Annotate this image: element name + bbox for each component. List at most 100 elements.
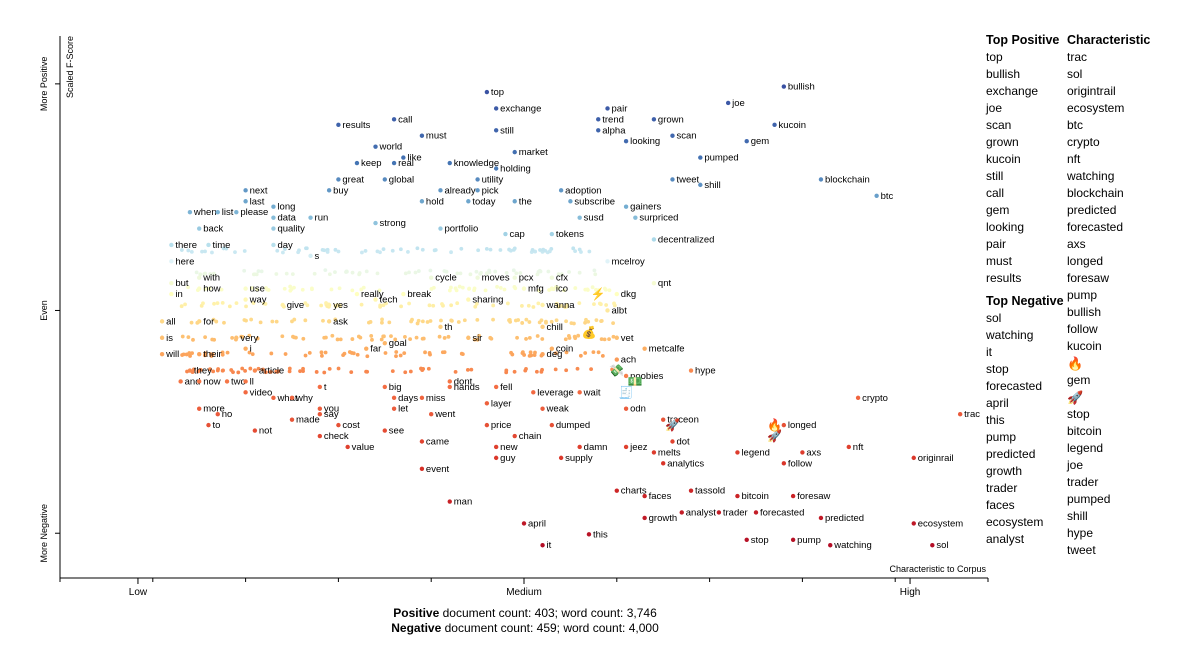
point-label[interactable]: hands	[454, 382, 480, 393]
point-label[interactable]: it	[547, 540, 552, 551]
data-point[interactable]	[540, 302, 545, 308]
point-label[interactable]: came	[426, 437, 449, 448]
point-label[interactable]: susd	[584, 213, 604, 224]
point-label[interactable]: nft	[853, 442, 864, 453]
data-point[interactable]	[447, 160, 452, 166]
point-label[interactable]: traceon	[667, 415, 699, 426]
term-characteristic-item[interactable]: sol	[1067, 67, 1083, 81]
data-point[interactable]	[521, 286, 527, 291]
term-characteristic-item[interactable]: pumped	[1067, 492, 1111, 506]
point-label[interactable]: gainers	[630, 202, 661, 213]
term-top-negative-item[interactable]: ecosystem	[986, 515, 1044, 529]
term-top-negative-item[interactable]: sol	[986, 311, 1002, 325]
point-label[interactable]: value	[352, 442, 375, 453]
point-label[interactable]: charts	[621, 486, 647, 497]
data-point[interactable]	[493, 106, 499, 111]
term-top-negative-item[interactable]: stop	[986, 362, 1009, 376]
term-top-negative-item[interactable]: faces	[986, 498, 1015, 512]
term-top-positive-item[interactable]: still	[986, 169, 1004, 183]
data-point[interactable]	[540, 351, 545, 357]
data-point[interactable]	[512, 275, 517, 280]
data-point[interactable]	[596, 128, 601, 133]
data-point[interactable]	[308, 253, 313, 259]
term-top-positive-item[interactable]: results	[986, 271, 1022, 285]
data-point[interactable]	[540, 406, 545, 411]
data-point[interactable]	[419, 133, 425, 138]
point-label[interactable]: analytics	[667, 458, 704, 469]
data-point[interactable]	[317, 433, 323, 439]
point-label[interactable]: buy	[333, 185, 349, 196]
point-label[interactable]: pair	[612, 103, 628, 114]
term-characteristic-item[interactable]: btc	[1067, 118, 1084, 132]
data-point[interactable]	[206, 422, 211, 428]
data-point[interactable]	[623, 139, 629, 144]
data-point[interactable]	[373, 220, 378, 226]
point-label[interactable]: joe	[731, 98, 745, 109]
point-label[interactable]: keep	[361, 158, 382, 169]
data-point[interactable]	[159, 351, 165, 357]
data-point[interactable]	[586, 532, 592, 537]
data-point[interactable]	[753, 510, 759, 515]
point-label[interactable]: why	[295, 393, 313, 404]
data-point[interactable]	[503, 231, 508, 237]
data-point[interactable]	[633, 215, 638, 220]
data-point[interactable]	[364, 346, 369, 351]
term-characteristic-item[interactable]: joe	[1067, 458, 1084, 472]
data-point[interactable]	[197, 406, 202, 411]
data-point[interactable]	[846, 444, 851, 450]
point-label[interactable]: there	[175, 240, 197, 251]
data-point[interactable]	[317, 412, 323, 417]
data-point[interactable]	[549, 231, 555, 237]
point-label[interactable]: wait	[583, 387, 601, 398]
term-top-positive-item[interactable]: joe	[986, 101, 1003, 115]
data-point[interactable]	[475, 275, 480, 280]
data-point[interactable]	[438, 226, 443, 231]
point-label[interactable]: really	[361, 289, 384, 300]
data-point[interactable]	[466, 335, 471, 340]
data-point[interactable]	[614, 357, 619, 362]
point-label[interactable]: guy	[500, 453, 516, 464]
point-label[interactable]: long	[277, 202, 295, 213]
data-point[interactable]	[169, 259, 174, 264]
data-point[interactable]	[308, 215, 313, 220]
term-top-negative-item[interactable]: predicted	[986, 447, 1036, 461]
point-label[interactable]: check	[324, 431, 349, 442]
point-label[interactable]: with	[202, 273, 220, 284]
point-label[interactable]: day	[277, 240, 293, 251]
point-label[interactable]: dumped	[556, 420, 590, 431]
point-label[interactable]: analyst	[686, 507, 716, 518]
point-label[interactable]: to	[212, 420, 220, 431]
point-label[interactable]: article	[259, 366, 284, 377]
data-point[interactable]	[725, 100, 731, 106]
data-point[interactable]	[326, 319, 332, 324]
term-characteristic-item[interactable]: shill	[1067, 509, 1088, 523]
point-label[interactable]: exchange	[500, 103, 541, 114]
data-point[interactable]	[744, 537, 749, 542]
point-label[interactable]: growth	[649, 513, 678, 524]
term-characteristic-item[interactable]: ecosystem	[1067, 101, 1125, 115]
point-label[interactable]: give	[287, 300, 304, 311]
point-label[interactable]: back	[203, 224, 223, 235]
point-label[interactable]: ask	[333, 316, 348, 327]
data-point[interactable]	[382, 384, 387, 390]
term-characteristic-item[interactable]: longed	[1067, 254, 1104, 268]
point-label[interactable]: pick	[482, 185, 499, 196]
point-label[interactable]: april	[528, 518, 546, 529]
point-label[interactable]: run	[315, 213, 329, 224]
point-label[interactable]: new	[500, 442, 518, 453]
term-top-positive-item[interactable]: gem	[986, 203, 1010, 217]
data-point[interactable]	[391, 117, 397, 122]
point-label[interactable]: no	[222, 409, 233, 420]
point-label[interactable]: they	[194, 366, 212, 377]
point-label[interactable]: next	[250, 185, 268, 196]
point-label[interactable]: dont	[454, 376, 473, 387]
data-point[interactable]	[419, 466, 425, 471]
data-point[interactable]	[187, 368, 193, 373]
term-characteristic-item[interactable]: foresaw	[1067, 271, 1110, 285]
term-top-positive-item[interactable]: must	[986, 254, 1013, 268]
point-label[interactable]: break	[407, 289, 431, 300]
term-top-negative-item[interactable]: it	[986, 345, 992, 359]
point-label[interactable]: longed	[788, 420, 817, 431]
data-point[interactable]	[818, 177, 824, 182]
emoji-point[interactable]: 💵	[628, 374, 643, 388]
